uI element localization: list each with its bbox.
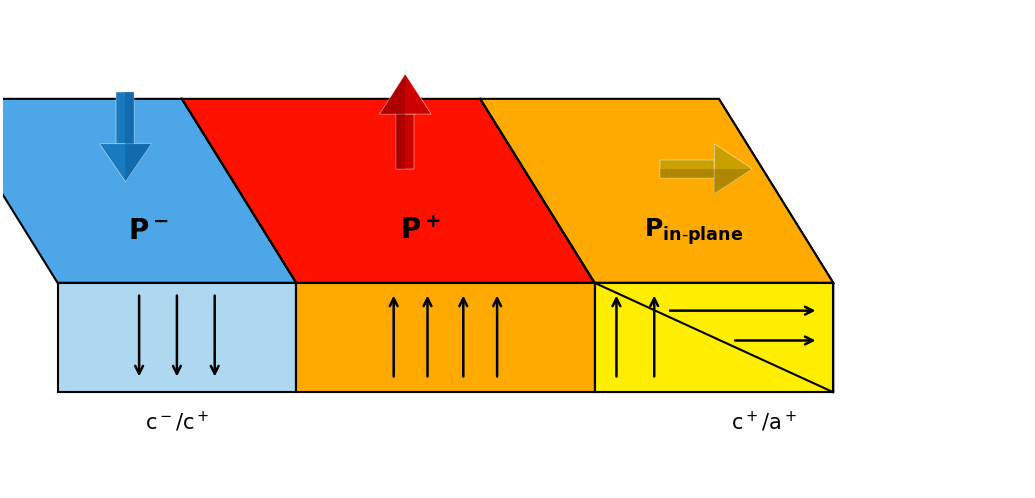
Polygon shape (719, 99, 833, 392)
Polygon shape (380, 74, 432, 114)
Polygon shape (714, 144, 752, 194)
Text: $\bf{P}^+$: $\bf{P}^+$ (400, 217, 441, 246)
Text: c$^+$/a$^+$: c$^+$/a$^+$ (731, 410, 797, 434)
Polygon shape (380, 74, 406, 114)
Polygon shape (396, 114, 414, 169)
Polygon shape (125, 92, 135, 144)
Polygon shape (58, 283, 296, 392)
Polygon shape (659, 160, 714, 178)
Polygon shape (594, 283, 833, 392)
Polygon shape (125, 144, 151, 182)
Polygon shape (714, 169, 752, 194)
Polygon shape (659, 169, 714, 178)
Polygon shape (296, 283, 594, 392)
Text: c$^-$/c$^+$: c$^-$/c$^+$ (145, 410, 209, 434)
Polygon shape (480, 99, 833, 283)
Polygon shape (182, 99, 594, 283)
Polygon shape (396, 114, 406, 169)
Polygon shape (594, 283, 833, 392)
Polygon shape (594, 283, 833, 392)
Text: $\bf{P}_{\bf{in\text{-}plane}}$: $\bf{P}_{\bf{in\text{-}plane}}$ (644, 216, 743, 247)
Polygon shape (99, 144, 151, 182)
Polygon shape (0, 99, 296, 283)
Polygon shape (117, 92, 135, 144)
Text: $\bf{P}^-$: $\bf{P}^-$ (128, 217, 169, 246)
